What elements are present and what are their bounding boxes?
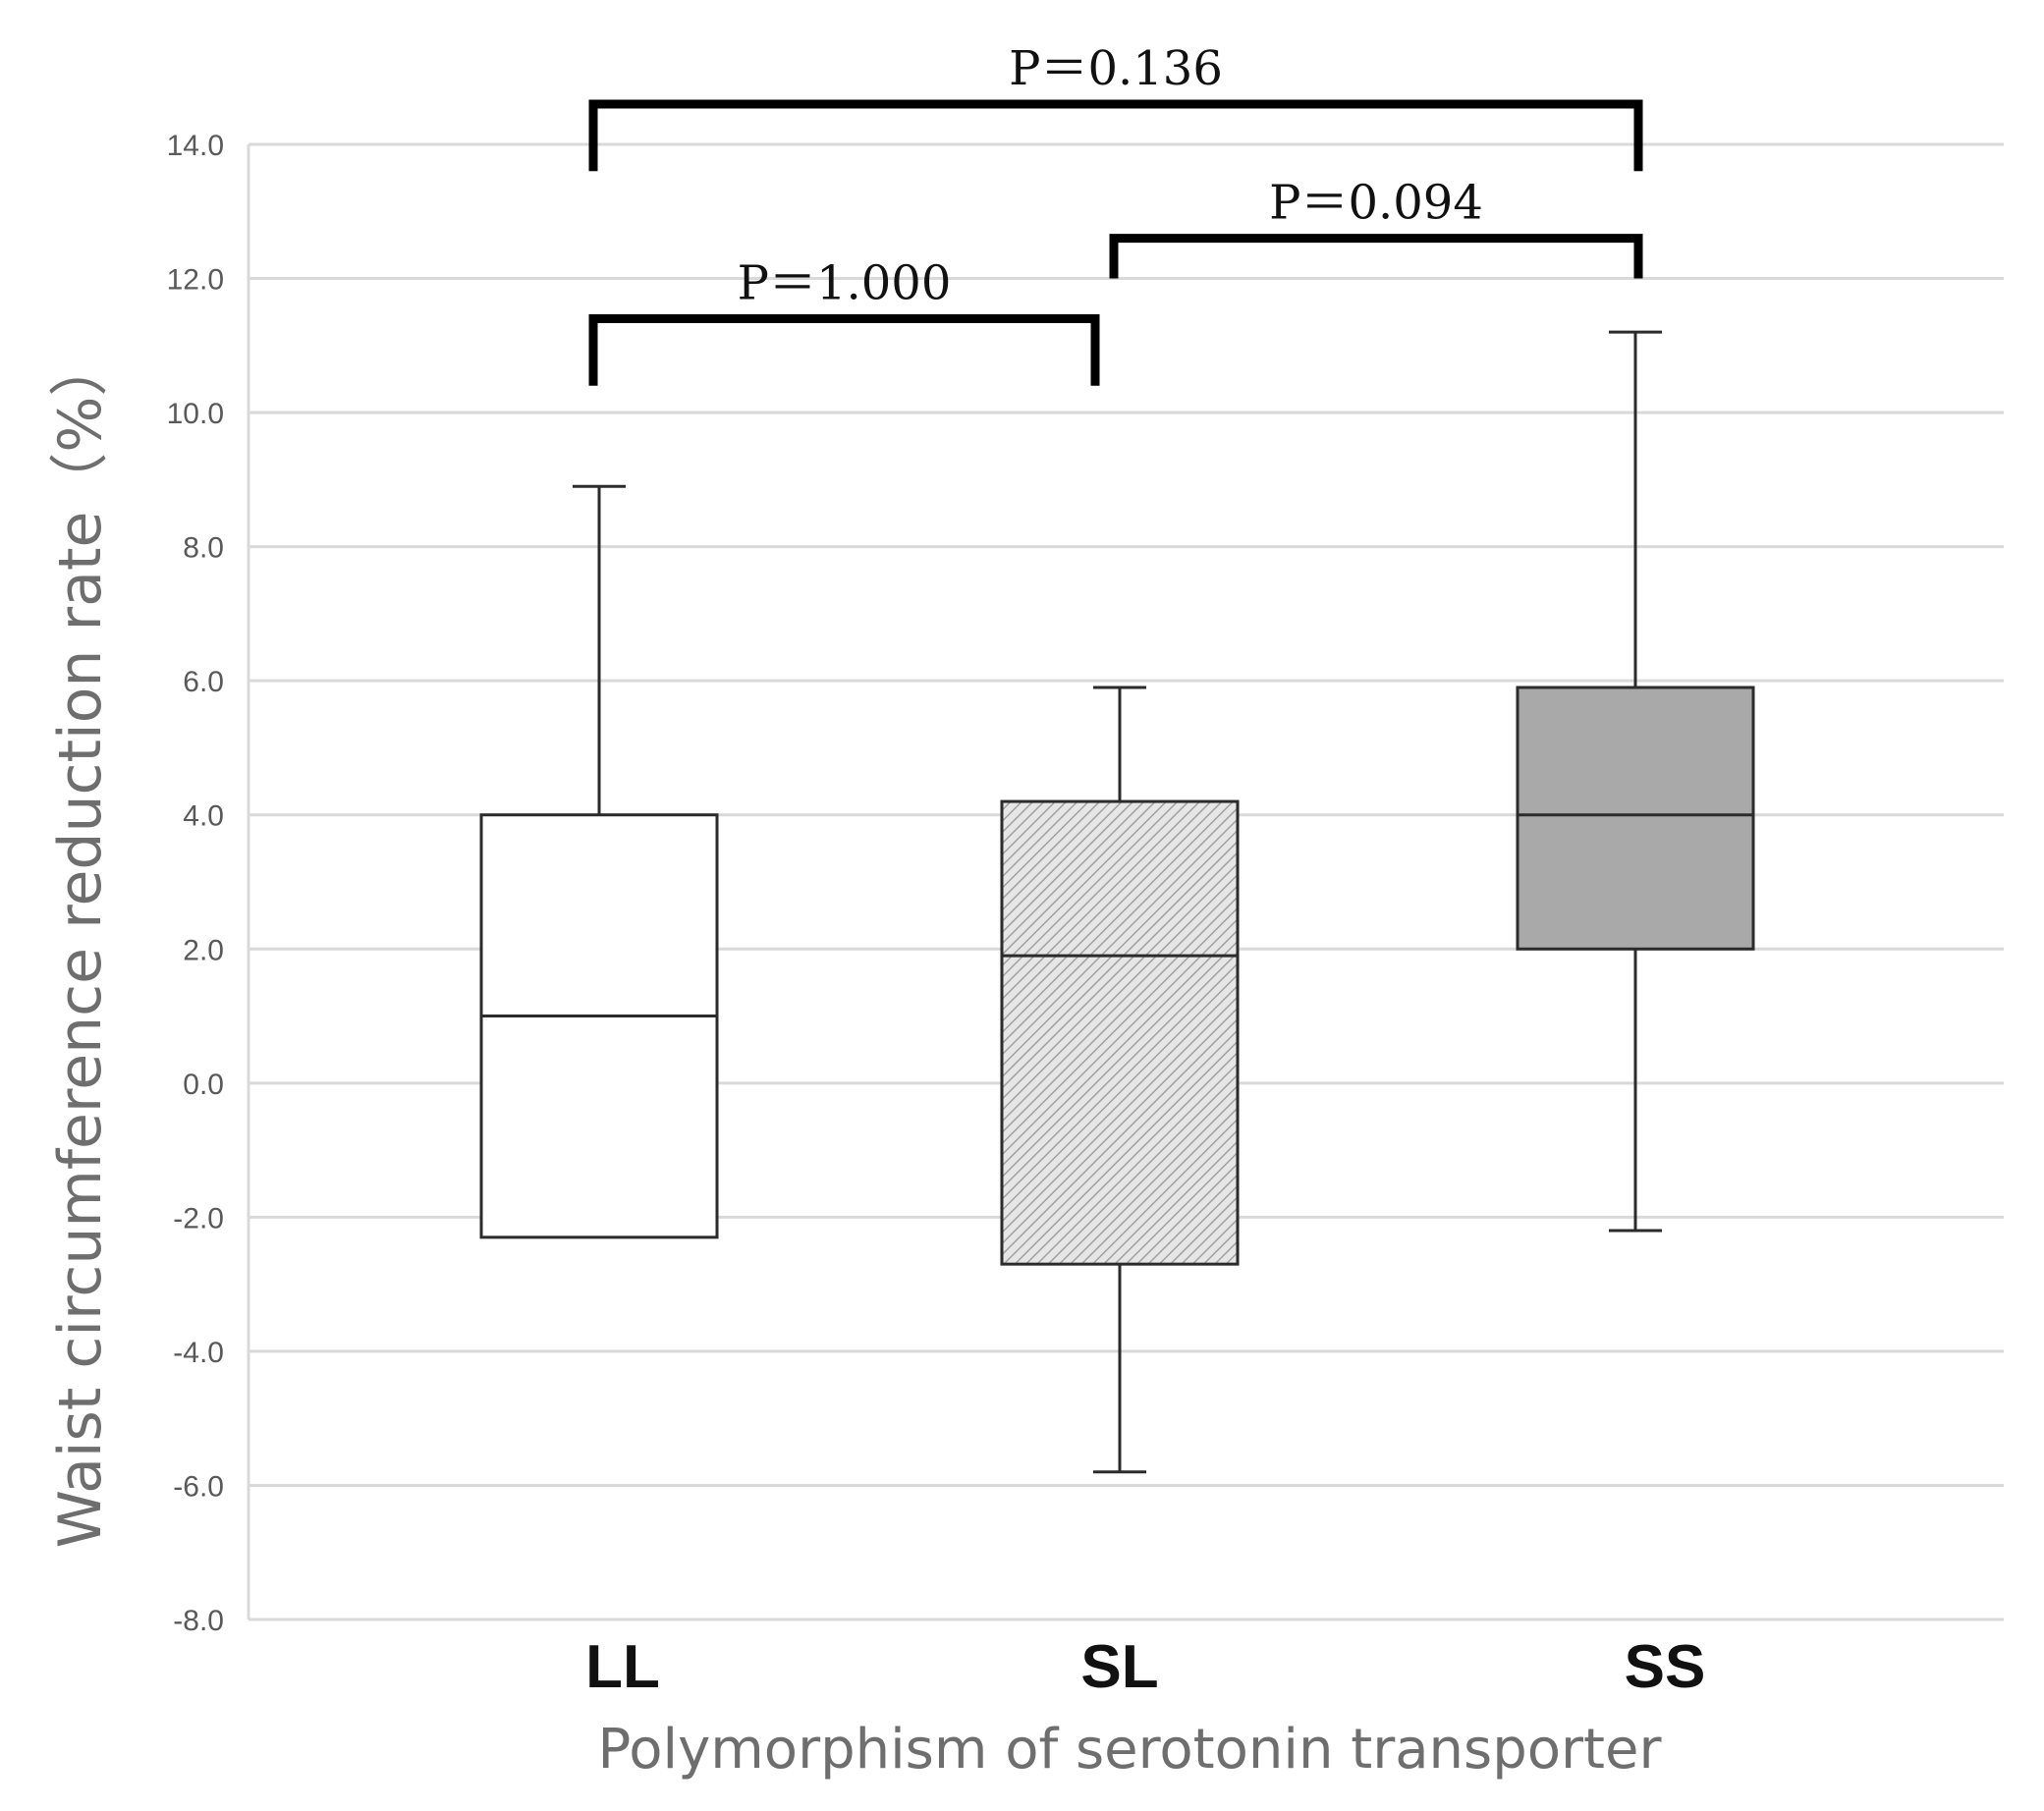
category-label-ll: LL bbox=[585, 1633, 660, 1701]
box-body bbox=[1000, 799, 1240, 1266]
y-tick-label: 12.0 bbox=[167, 264, 224, 297]
y-tick-label: -4.0 bbox=[173, 1337, 224, 1369]
category-labels: LL SL SS bbox=[585, 1633, 1705, 1701]
p-value-label: P＝0.136 bbox=[1009, 41, 1223, 96]
box-body bbox=[479, 813, 719, 1239]
significance-layer: P＝1.000 P＝0.094 P＝0.136 bbox=[588, 41, 1643, 386]
y-tick-label: 10.0 bbox=[167, 398, 224, 430]
bracket-line bbox=[1109, 234, 1643, 279]
y-tick-label: 0.0 bbox=[183, 1069, 224, 1101]
box-ll bbox=[479, 484, 719, 1239]
box-ss bbox=[1516, 330, 1755, 1233]
y-tick-label: 14.0 bbox=[167, 130, 224, 162]
box-layer bbox=[479, 330, 1755, 1474]
y-tick-label: -2.0 bbox=[173, 1202, 224, 1235]
box-body bbox=[1516, 686, 1755, 951]
y-tick-label: 6.0 bbox=[183, 666, 224, 698]
significance-bracket: P＝0.136 bbox=[588, 41, 1643, 172]
x-axis-label: Polymorphism of serotonin transporter bbox=[598, 1718, 1663, 1782]
y-tick-label: -6.0 bbox=[173, 1470, 224, 1503]
y-tick-label: 2.0 bbox=[183, 934, 224, 966]
y-tick-labels: 14.0 12.0 10.0 8.0 6.0 4.0 2.0 0.0 -2.0 -4.0 -6.0 -… bbox=[167, 130, 224, 1637]
category-label-ss: SS bbox=[1625, 1633, 1706, 1701]
y-tick-label: 8.0 bbox=[183, 532, 224, 565]
y-tick-label: -8.0 bbox=[173, 1605, 224, 1637]
significance-bracket: P＝0.094 bbox=[1109, 176, 1643, 279]
bracket-line bbox=[588, 314, 1100, 386]
bracket-line bbox=[588, 99, 1643, 172]
significance-bracket: P＝1.000 bbox=[588, 256, 1100, 386]
y-axis-label: Waist circumference reduction rate（%） bbox=[46, 338, 115, 1549]
box-sl bbox=[1000, 686, 1240, 1474]
category-label-sl: SL bbox=[1080, 1633, 1158, 1701]
p-value-label: P＝0.094 bbox=[1269, 176, 1483, 231]
p-value-label: P＝1.000 bbox=[738, 256, 952, 311]
y-tick-label: 4.0 bbox=[183, 800, 224, 833]
